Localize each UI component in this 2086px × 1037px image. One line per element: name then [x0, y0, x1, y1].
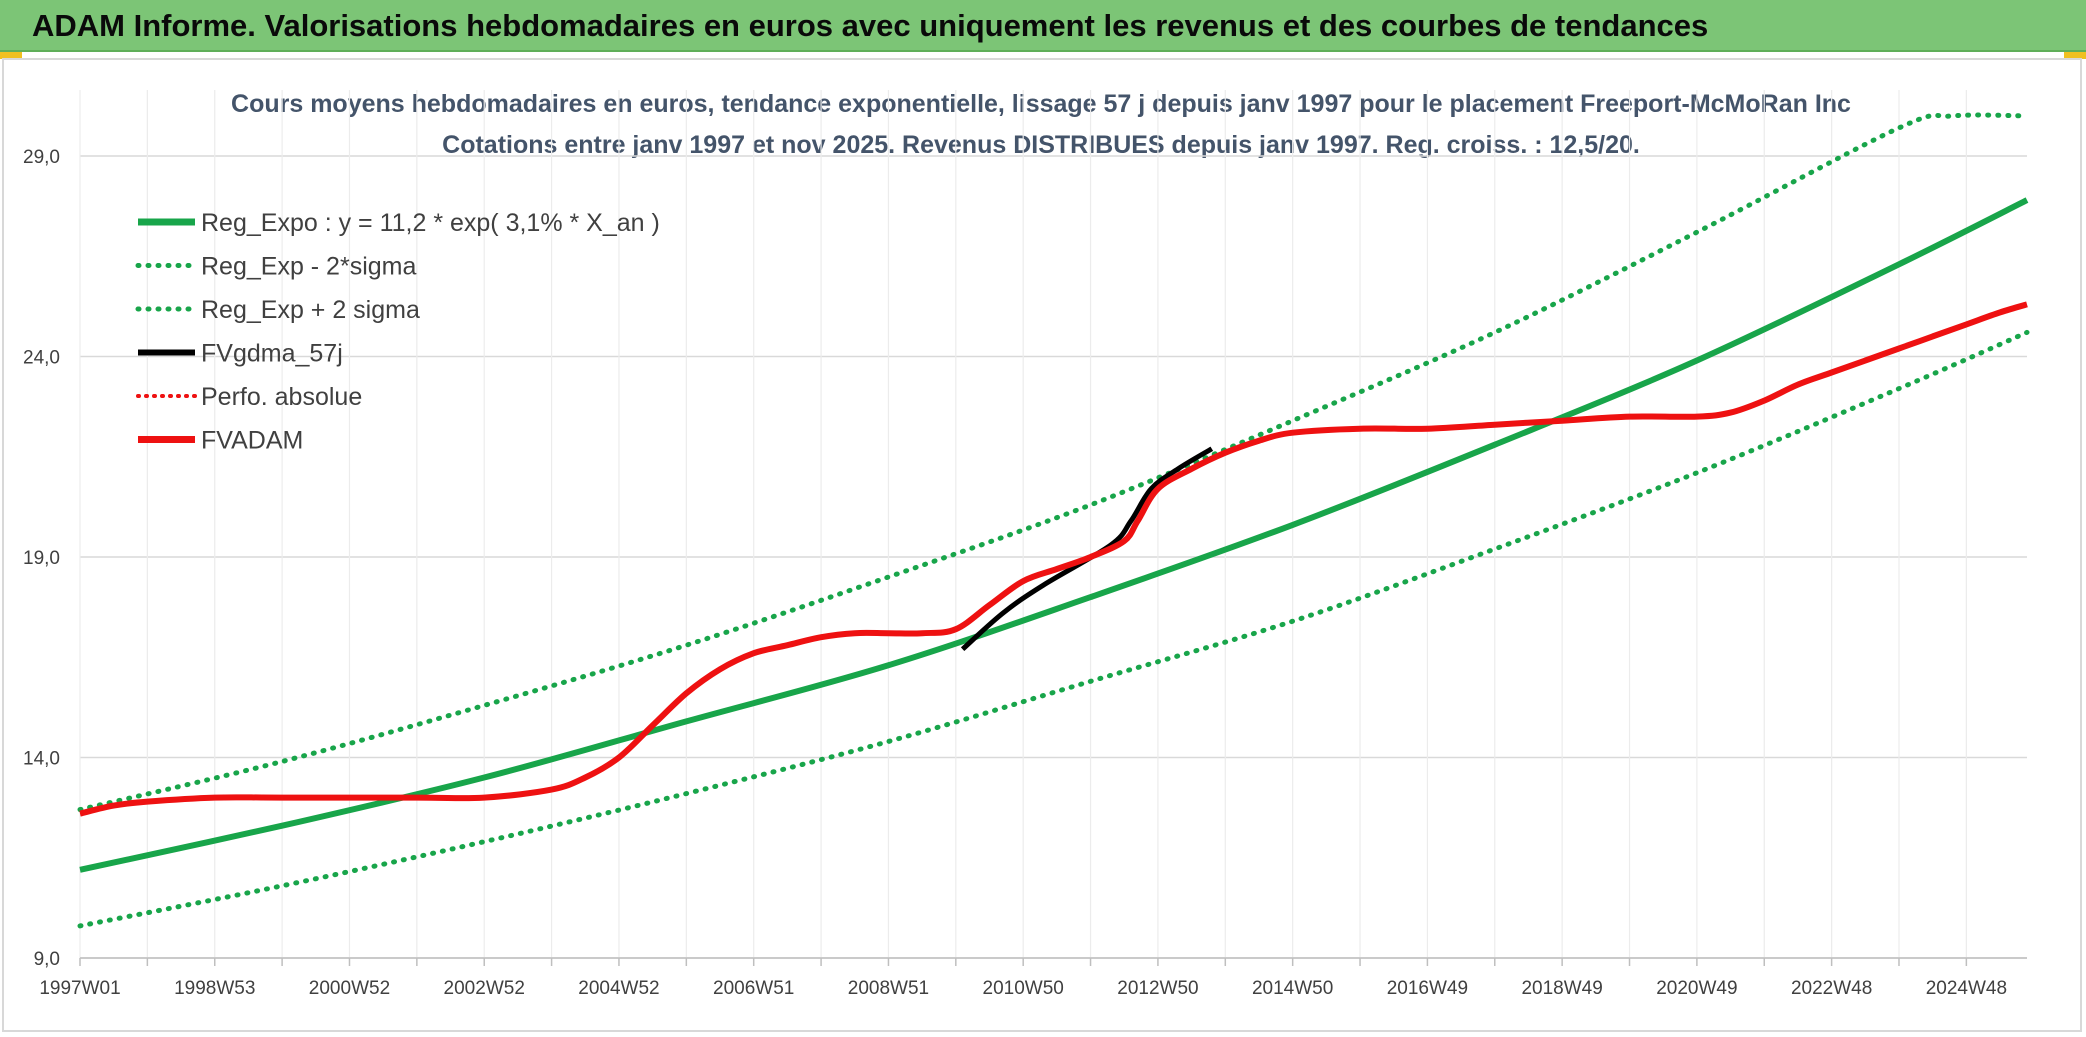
y-tick-label: 29,0: [23, 147, 60, 168]
corner-accent-right: [2064, 52, 2086, 59]
x-tick-label: 2000W52: [309, 978, 390, 999]
x-tick-label: 2024W48: [1926, 978, 2007, 999]
legend: Reg_Expo : y = 11,2 * exp( 3,1% * X_an )…: [135, 209, 660, 455]
series-fvgdma-57j: [960, 446, 1214, 652]
legend-label: FVgdma_57j: [201, 340, 343, 368]
x-tick-label: 2006W51: [713, 978, 794, 999]
x-tick-label: 2022W48: [1791, 978, 1872, 999]
x-tick-label: 2004W52: [578, 978, 659, 999]
series-fvadam: [79, 301, 2028, 817]
x-tick-label: 2016W49: [1387, 978, 1468, 999]
y-tick-label: 14,0: [23, 749, 60, 770]
y-tick-label: 9,0: [34, 949, 60, 970]
x-tick-label: 2002W52: [444, 978, 525, 999]
y-tick-label: 19,0: [23, 548, 60, 569]
x-tick-label: 2008W51: [848, 978, 929, 999]
x-tick-label: 1997W01: [39, 978, 120, 999]
y-tick-label: 24,0: [23, 348, 60, 369]
x-tick-label: 2012W50: [1117, 978, 1198, 999]
axes: 9,0 14,0 19,0 24,0 29,0 1997W01 1998W53 2000W52…: [23, 147, 2027, 999]
x-tick-label: 2020W49: [1656, 978, 1737, 999]
series-layer: [77, 112, 2030, 929]
x-tick-label: 2018W49: [1521, 978, 1602, 999]
legend-label: Perfo. absolue: [201, 383, 362, 411]
x-tick-label: 2010W50: [983, 978, 1064, 999]
report-title: ADAM Informe. Valorisations hebdomadaire…: [32, 8, 1709, 43]
series-reg-exp-plus-2sigma: [77, 112, 2030, 813]
chart-subtitle: Cotations entre janv 1997 et nov 2025. R…: [442, 131, 1640, 159]
corner-accent-left: [0, 52, 22, 59]
x-tick-label: 1998W53: [174, 978, 255, 999]
legend-label: FVADAM: [201, 427, 303, 455]
chart-frame: [2, 58, 2082, 1032]
legend-label: Reg_Expo : y = 11,2 * exp( 3,1% * X_an ): [201, 209, 660, 237]
chart-title: Cours moyens hebdomadaires en euros, ten…: [231, 90, 1851, 118]
legend-label: Reg_Exp + 2 sigma: [201, 296, 420, 324]
x-tick-label: 2014W50: [1252, 978, 1333, 999]
series-reg-exp-minus-2sigma: [77, 329, 2030, 929]
legend-label: Reg_Exp - 2*sigma: [201, 253, 416, 281]
report-header: ADAM Informe. Valorisations hebdomadaire…: [0, 0, 2086, 52]
